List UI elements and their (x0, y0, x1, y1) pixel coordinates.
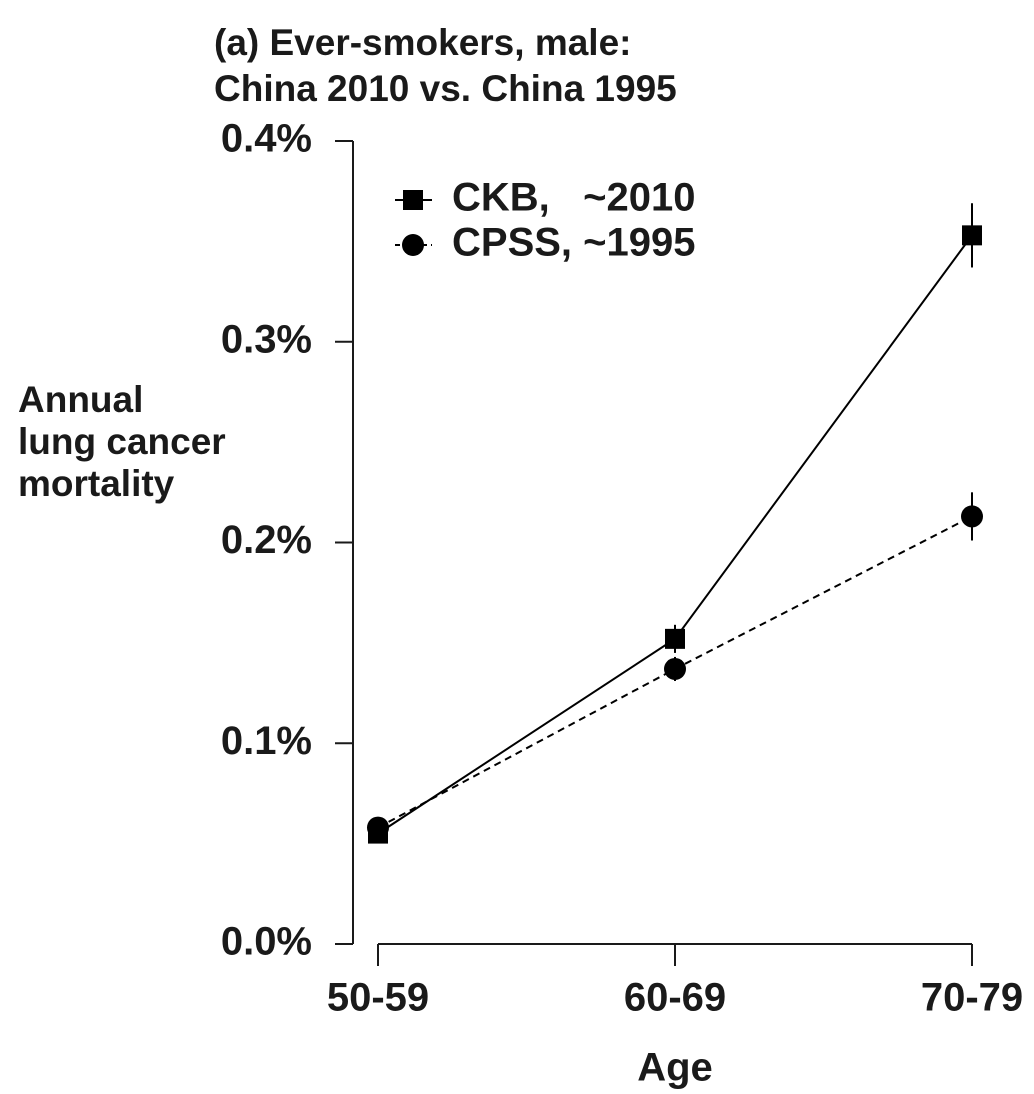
series-line (377, 234, 973, 835)
legend-marker (402, 234, 424, 256)
y-tick-label: 0.0% (221, 920, 312, 964)
marker (962, 225, 982, 246)
x-tick-label: 50-59 (327, 976, 429, 1020)
y-axis-label: lung cancer (18, 421, 226, 462)
legend-label: CPSS, ~1995 (452, 221, 696, 265)
legend-label: CKB, ~2010 (452, 176, 695, 220)
y-axis-label: Annual (18, 379, 143, 420)
y-axis-label: mortality (18, 463, 175, 504)
x-tick-label: 70-79 (921, 976, 1023, 1020)
legend-marker (403, 190, 423, 210)
chart-title: (a) Ever-smokers, male: (214, 22, 631, 63)
x-tick-label: 60-69 (624, 976, 726, 1020)
marker (665, 628, 685, 649)
marker (367, 816, 389, 839)
marker (961, 505, 983, 528)
y-tick-label: 0.1% (221, 719, 312, 763)
chart-title: China 2010 vs. China 1995 (214, 68, 677, 109)
y-tick-label: 0.3% (221, 317, 312, 361)
marker (664, 657, 686, 680)
y-tick-label: 0.2% (221, 518, 312, 562)
y-tick-label: 0.4% (221, 117, 312, 161)
x-axis-label: Age (637, 1046, 713, 1090)
